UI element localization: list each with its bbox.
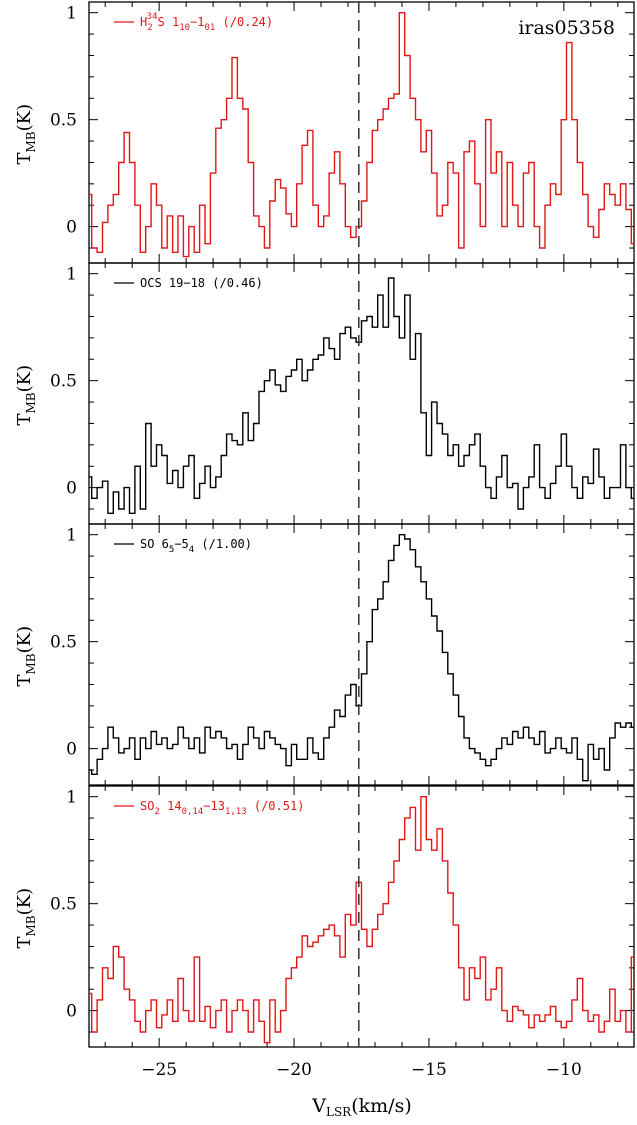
- spectrum-panel-3: 0 0.5 1 TMB(K) SO 65−54 (/1.00): [14, 523, 635, 786]
- x-tick-label: −25: [141, 1060, 177, 1080]
- y-tick-label: 1: [66, 265, 77, 285]
- spectrum-panel-2: 0 0.5 1 TMB(K) OCS 19−18 (/0.46): [14, 262, 635, 525]
- y-tick-label: 0: [66, 218, 77, 238]
- panel-frame: [88, 262, 635, 525]
- legend-label: H234S 110−101 (/0.24): [140, 12, 273, 33]
- panel-frame: [88, 785, 635, 1048]
- y-tick-label: 1: [66, 526, 77, 546]
- spectrum-panel-4: 0 0.5 1 TMB(K) SO2 140,14−131,13 (/0.51): [14, 785, 635, 1048]
- x-tick-label: −10: [546, 1060, 582, 1080]
- y-tick-label: 0.5: [50, 633, 77, 653]
- y-tick-label: 0: [66, 1002, 77, 1022]
- y-tick-label: 0.5: [50, 111, 77, 131]
- spectrum-line: [89, 796, 634, 1044]
- y-tick-label: 1: [66, 4, 77, 24]
- x-tick-label: −15: [411, 1060, 447, 1080]
- y-tick-label: 0.5: [50, 372, 77, 392]
- legend-label: OCS 19−18 (/0.46): [140, 276, 263, 290]
- y-axis-label: TMB(K): [14, 104, 38, 165]
- x-tick-label: −20: [276, 1060, 312, 1080]
- spectrum-line: [89, 12, 634, 258]
- x-axis-tick-labels: −25 −20 −15 −10: [141, 1060, 582, 1080]
- legend-label: SO 65−54 (/1.00): [140, 537, 252, 555]
- y-tick-label: 0: [66, 479, 77, 499]
- panel-frame: [88, 523, 635, 786]
- y-tick-label: 0.5: [50, 895, 77, 915]
- source-label: iras05358: [518, 17, 615, 39]
- spectra-panels: 0 0.5 1 TMB(K) H234S 110−101 (/0.24) 0 0.5 1 TMB…: [14, 1, 635, 1048]
- y-axis-label: TMB(K): [14, 888, 38, 949]
- x-axis-label: VLSR(km/s): [311, 1095, 411, 1119]
- y-axis-label: TMB(K): [14, 626, 38, 687]
- y-axis-label: TMB(K): [14, 365, 38, 426]
- legend-label: SO2 140,14−131,13 (/0.51): [140, 799, 304, 817]
- spectrum-line: [89, 534, 634, 782]
- y-tick-label: 0: [66, 740, 77, 760]
- spectrum-line: [89, 277, 634, 514]
- spectrum-panel-1: 0 0.5 1 TMB(K) H234S 110−101 (/0.24): [14, 1, 635, 264]
- y-tick-label: 1: [66, 788, 77, 808]
